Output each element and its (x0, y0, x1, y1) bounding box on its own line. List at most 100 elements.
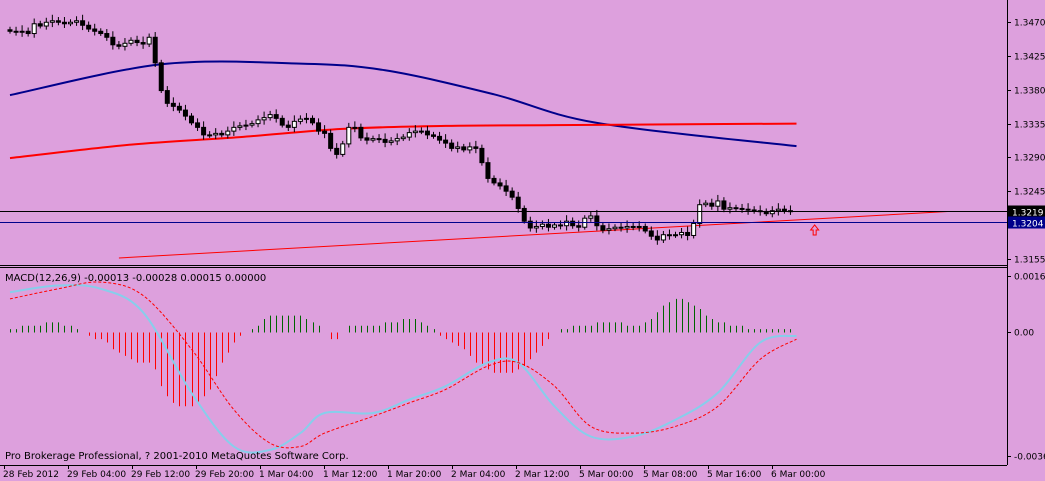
candle (267, 110, 273, 121)
x-tick-label: 5 Mar 08:00 (643, 470, 698, 480)
x-tick-label: 5 Mar 16:00 (707, 470, 762, 480)
candle-body-down (424, 130, 430, 136)
candle (388, 137, 394, 146)
candle (352, 121, 358, 133)
candle (249, 120, 255, 128)
candle-body-up (243, 124, 249, 127)
x-tick-label: 5 Mar 00:00 (579, 470, 634, 480)
y-tick-label: 1.3245 (1014, 188, 1045, 198)
price-tag-1.3219 (1008, 205, 1045, 218)
candle (431, 131, 436, 139)
candle-body-up (19, 30, 25, 33)
candle-body-down (473, 146, 479, 149)
candle-body-down (152, 36, 158, 64)
candle-body-down (376, 138, 382, 141)
candle-body-up (400, 136, 406, 140)
candle-body-down (328, 132, 334, 149)
candle (594, 209, 600, 231)
candle (207, 131, 213, 138)
horizontal-lines[interactable] (0, 211, 1007, 223)
candle-body-up (697, 204, 703, 224)
candle (7, 26, 13, 34)
candle (479, 144, 485, 166)
candle (685, 226, 691, 241)
candle-body-down (527, 220, 533, 229)
candle-body-up (727, 207, 733, 210)
candle (485, 157, 491, 183)
candle (721, 197, 727, 213)
candle-body-down (140, 42, 146, 45)
candle-body-down (55, 20, 61, 23)
candle-body-down (485, 162, 491, 179)
y-tick-label: 1.3155 (1014, 256, 1045, 266)
candle-body-down (92, 28, 98, 32)
candle (152, 32, 158, 68)
candle-body-down (630, 225, 636, 228)
candle (134, 35, 140, 47)
candle-body-up (636, 225, 642, 228)
candle-body-up (588, 215, 594, 219)
candle-body-up (606, 228, 612, 231)
candle-body-down (382, 138, 388, 143)
candle (322, 125, 328, 139)
candle-body-down (739, 207, 745, 210)
candle (231, 121, 237, 136)
price-tag-1.3204 (1008, 216, 1045, 229)
candle (588, 211, 594, 222)
candle (376, 134, 382, 143)
candle-body-down (285, 124, 291, 128)
y-tick-label: 1.3380 (1014, 87, 1045, 97)
candle (449, 139, 455, 152)
signal-line (9, 281, 797, 449)
candle-body-down (443, 139, 449, 144)
candle-body-up (352, 126, 358, 129)
candle-body-down (781, 208, 787, 212)
candle (310, 115, 315, 126)
candle (370, 135, 376, 143)
candle (666, 229, 672, 240)
candle (164, 86, 170, 107)
candle (13, 26, 19, 36)
x-tick-label: 1 Mar 12:00 (323, 470, 378, 480)
candle-body-down (116, 44, 122, 47)
macd-y-tick-label: -0.00368 (1014, 453, 1045, 463)
candle (297, 115, 303, 125)
candle (642, 223, 648, 234)
candle (334, 143, 340, 159)
candle (176, 102, 182, 114)
candle-body-down (509, 190, 515, 198)
candle-body-down (110, 36, 116, 46)
candle (539, 220, 545, 230)
x-tick-label: 2 Mar 12:00 (515, 470, 570, 480)
candle-body-up (68, 21, 73, 25)
candle (158, 59, 164, 93)
candle (61, 17, 67, 28)
candle-body-up (703, 202, 709, 206)
candle-body-down (279, 117, 285, 126)
candle (225, 126, 231, 139)
candlesticks (7, 14, 793, 245)
candle (346, 122, 352, 148)
candle (74, 16, 80, 26)
price-pane[interactable]: 1.3470 1.3425 1.3380 1.3335 1.3290 1.3245 1.31… (0, 0, 1045, 465)
candle (122, 38, 128, 51)
macd-pane[interactable]: 0.00169 0.00 -0.00368 MACD(12,26,9) -0.000… (0, 267, 1045, 463)
candle-body-down (61, 21, 67, 25)
candle (455, 141, 461, 153)
candle-body-up (624, 225, 630, 229)
candle (19, 25, 25, 37)
candle-body-up (303, 117, 309, 120)
candle (49, 14, 55, 28)
candle-body-down (576, 225, 582, 228)
candle (68, 19, 73, 27)
candle-body-down (570, 220, 576, 227)
candle-body-down (721, 200, 727, 210)
candle-body-down (733, 207, 739, 210)
candle (400, 134, 406, 142)
candle-body-up (255, 119, 261, 125)
copyright-text: Pro Brokerage Professional, ? 2001-2010 … (5, 451, 349, 462)
candle-body-down (176, 105, 182, 111)
candle-body-down (521, 207, 527, 222)
candle (473, 140, 479, 154)
